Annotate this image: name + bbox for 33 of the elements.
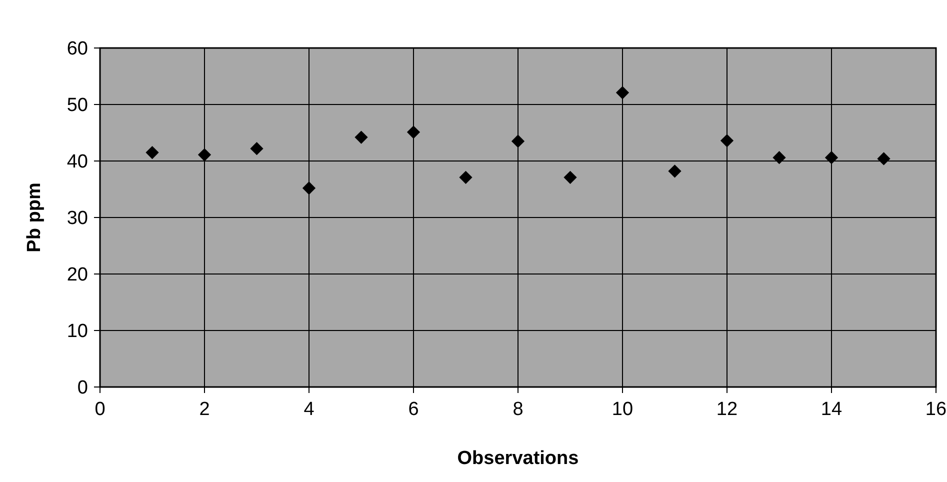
x-tick-label: 6 (408, 399, 419, 420)
y-tick-label: 50 (66, 95, 88, 116)
point (511, 134, 525, 148)
point (354, 130, 368, 144)
point (668, 164, 682, 178)
x-tick-label: 16 (925, 399, 947, 420)
point (302, 182, 316, 195)
x-tick-label: 14 (820, 399, 842, 420)
point (720, 134, 734, 148)
y-tick-label: 20 (66, 264, 88, 286)
point (146, 146, 159, 160)
point (406, 126, 420, 139)
point (824, 151, 838, 164)
x-tick-label: 8 (512, 399, 524, 420)
y-tick-label: 40 (66, 152, 88, 173)
y-tick-label: 0 (77, 378, 88, 399)
point (250, 142, 264, 156)
point (772, 151, 786, 164)
y-tick-label: 10 (66, 321, 88, 342)
x-tick-label: 12 (716, 399, 738, 420)
x-tick-label: 10 (612, 399, 634, 420)
y-tick-label: 30 (66, 208, 88, 230)
point (564, 170, 577, 184)
point (459, 170, 472, 184)
x-axis-title: Observations (457, 448, 579, 469)
point (616, 86, 630, 100)
y-axis-title: Pb ppm (24, 182, 45, 252)
x-tick-label: 2 (199, 399, 210, 420)
point (877, 152, 890, 166)
x-tick-label: 0 (94, 399, 106, 420)
x-tick-label: 4 (304, 399, 315, 420)
point (198, 148, 212, 162)
y-tick-label: 60 (66, 38, 88, 60)
